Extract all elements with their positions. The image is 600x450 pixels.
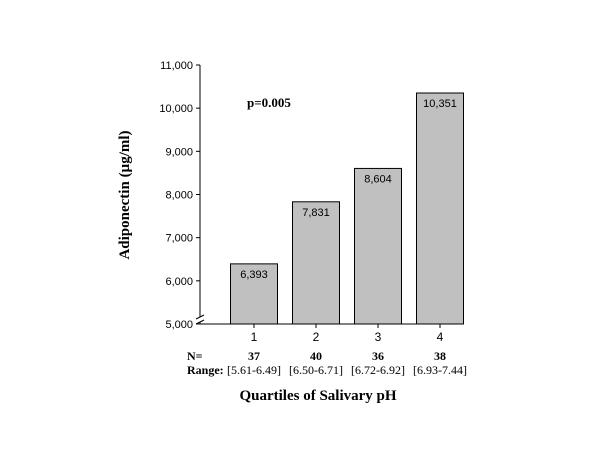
x-tick-label: 2: [313, 330, 320, 344]
y-tick-label: 11,000: [160, 60, 193, 72]
bar-value-labels: 6,393 7,831 8,604 10,351: [240, 98, 457, 281]
n-value: 36: [372, 349, 384, 363]
y-tick-label: 8,000: [165, 190, 193, 202]
y-tick-label: 10,000: [159, 103, 193, 115]
y-axis-label: Adiponectin (µg/ml): [117, 130, 133, 259]
bar: [354, 167, 402, 325]
n-value: 40: [310, 349, 322, 363]
bar-value-label: 7,831: [302, 207, 330, 219]
ranges-row: [5.61-6.49] [6.50-6.71] [6.72-6.92] [6.93-7…: [227, 363, 467, 377]
n-value: 38: [434, 349, 446, 363]
p-value-annotation: p=0.005: [247, 95, 291, 110]
y-tick-label: 9,000: [165, 146, 193, 158]
range-value: [6.72-6.92]: [351, 363, 405, 377]
y-axis: 5,000 6,000 7,000 8,000 9,000 10,000 11,000: [159, 60, 205, 331]
bar-value-label: 10,351: [423, 98, 457, 110]
y-tick-label: 5,000: [165, 319, 193, 331]
x-ticks: 1 2 3 4: [251, 324, 444, 344]
axis-break-line: [195, 314, 205, 320]
x-tick-label: 1: [251, 330, 258, 344]
range-value: [6.50-6.71]: [289, 363, 343, 377]
bars: [230, 92, 464, 325]
y-tick-label: 6,000: [165, 276, 193, 288]
y-ticks: 5,000 6,000 7,000 8,000 9,000 10,000 11,000: [159, 60, 200, 331]
n-row-label: N=: [187, 349, 203, 363]
x-axis-label: Quartiles of Salivary pH: [239, 388, 396, 404]
x-tick-label: 3: [375, 330, 382, 344]
x-tick-label: 4: [437, 330, 444, 344]
bar: [230, 263, 278, 325]
range-row-label: Range:: [187, 363, 224, 377]
bar-value-label: 8,604: [364, 173, 392, 185]
axis-break-line: [195, 319, 205, 325]
bar: [416, 92, 464, 325]
range-value: [6.93-7.44]: [413, 363, 467, 377]
range-value: [5.61-6.49]: [227, 363, 281, 377]
y-tick-label: 7,000: [165, 233, 193, 245]
bar: [292, 201, 340, 325]
n-value: 37: [248, 349, 260, 363]
bar-value-label: 6,393: [240, 269, 268, 281]
n-values-row: 37 40 36 38: [248, 349, 446, 363]
x-axis: 1 2 3 4: [200, 323, 450, 344]
y-axis-break-mark: [195, 314, 205, 325]
